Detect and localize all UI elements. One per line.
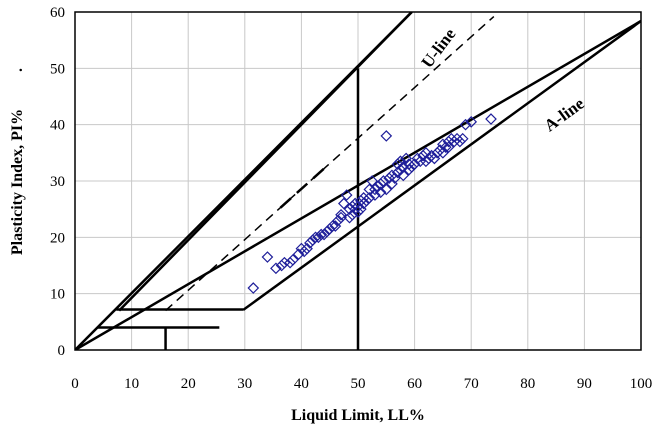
tick-labels: 0 10 20 30 40 50 60 70 80 90 100 0 10 20 30 40 50 60	[50, 5, 652, 392]
reference-lines	[75, 12, 641, 350]
y-tick-label: 20	[50, 230, 65, 246]
data-point	[304, 237, 316, 249]
ref-line-u-line-emphasis	[279, 162, 331, 209]
data-point	[397, 169, 410, 182]
data-point	[261, 251, 274, 263]
data-point	[400, 152, 412, 165]
x-tick-label: 50	[351, 376, 366, 392]
x-axis-title: Liquid Limit, LL%	[291, 407, 425, 424]
data-point	[369, 189, 381, 201]
x-tick-label: 30	[237, 376, 252, 392]
data-point	[323, 223, 336, 235]
data-point	[360, 194, 373, 207]
data-point	[363, 192, 376, 204]
x-tick-label: 40	[294, 376, 309, 392]
x-tick-label: 20	[181, 376, 196, 392]
y-tick-label: 60	[50, 5, 65, 21]
x-tick-label: 10	[124, 376, 139, 392]
data-point	[442, 141, 455, 154]
y-tick-label: 30	[50, 174, 65, 190]
data-point	[485, 113, 497, 125]
ref-line-a-line	[242, 20, 641, 312]
data-point	[371, 180, 384, 193]
data-point	[403, 163, 415, 176]
x-tick-label: 0	[71, 376, 79, 392]
plot-frame	[74, 11, 642, 351]
data-point	[321, 225, 333, 238]
data-point	[343, 203, 356, 216]
data-point	[309, 231, 322, 244]
data-point	[363, 183, 376, 196]
data-point	[391, 166, 404, 179]
y-axis-title: Plasticity Index, PI%	[9, 109, 26, 255]
data-point	[380, 130, 393, 142]
y-tick-label: 50	[50, 61, 65, 77]
data-point	[380, 183, 393, 196]
data-point	[335, 208, 347, 221]
x-tick-label: 60	[407, 376, 422, 392]
data-point	[270, 262, 282, 275]
data-point	[343, 211, 356, 224]
data-point	[422, 152, 435, 165]
data-point	[338, 197, 350, 210]
data-point	[405, 161, 418, 173]
data-point	[357, 197, 370, 210]
y-tick-label: 10	[50, 287, 65, 303]
data-point	[284, 256, 296, 269]
data-points	[247, 113, 497, 294]
data-point	[312, 231, 325, 244]
data-point	[394, 163, 407, 176]
data-point	[366, 175, 378, 187]
data-point	[465, 116, 478, 128]
y-axis-title-suffix: .	[9, 68, 26, 72]
data-point	[352, 206, 364, 218]
ref-line-boundary-lower	[75, 12, 413, 350]
ref-line-u-line	[165, 15, 495, 312]
data-point	[417, 149, 429, 162]
x-tick-label: 90	[577, 376, 592, 392]
y-tick-label: 0	[58, 343, 66, 359]
data-point	[326, 220, 339, 232]
data-point	[374, 177, 387, 190]
y-tick-label: 40	[50, 118, 65, 134]
data-point	[298, 245, 311, 258]
data-point	[448, 135, 461, 148]
data-point	[315, 228, 328, 241]
data-point	[369, 183, 381, 196]
data-point	[394, 155, 407, 168]
data-point	[247, 282, 260, 294]
data-point	[306, 234, 319, 246]
data-point	[420, 146, 432, 159]
x-tick-label: 70	[464, 376, 479, 392]
data-point	[278, 256, 291, 269]
x-tick-label: 100	[630, 376, 653, 392]
data-point	[442, 135, 455, 148]
data-point	[454, 135, 466, 148]
data-point	[456, 132, 469, 145]
data-point	[431, 146, 444, 159]
data-point	[383, 172, 395, 185]
data-point	[459, 118, 472, 131]
data-point	[377, 175, 390, 187]
data-point	[340, 189, 353, 201]
data-point	[275, 259, 288, 272]
data-point	[287, 254, 299, 266]
data-point	[391, 158, 404, 170]
data-point	[420, 155, 432, 168]
x-tick-label: 80	[520, 376, 535, 392]
data-point	[397, 161, 410, 173]
data-point	[374, 186, 387, 199]
data-point	[318, 228, 330, 241]
